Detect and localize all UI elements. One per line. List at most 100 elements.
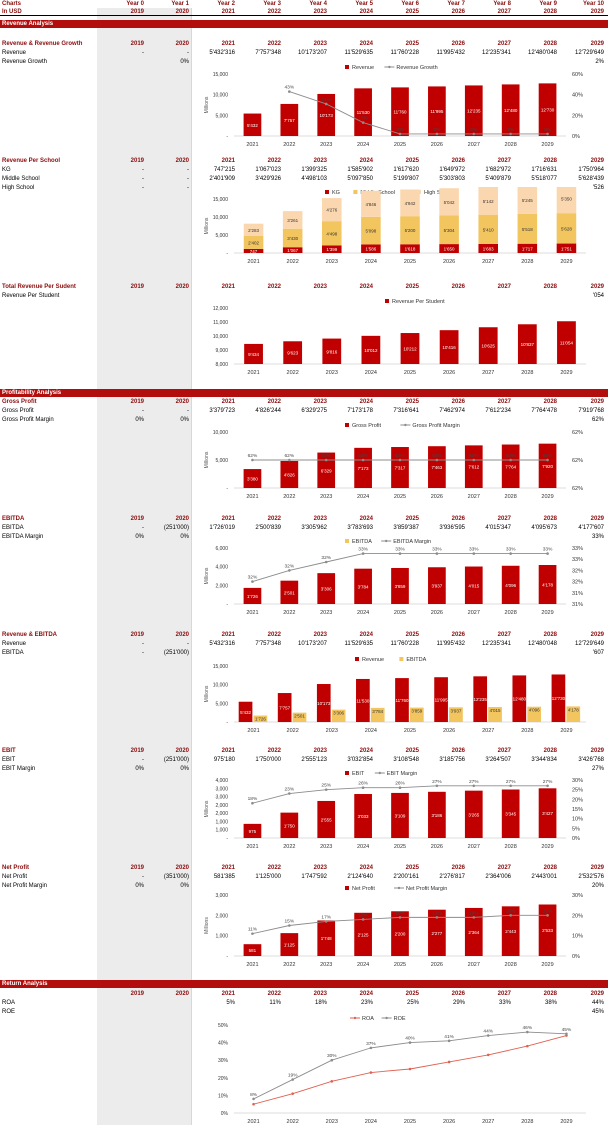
gross-profit-cell: 7'764'478 bbox=[531, 408, 557, 414]
net-profit-cell: 2'532'576 bbox=[578, 874, 604, 880]
rev-legend-marker bbox=[388, 65, 391, 69]
revenue-ebitda-cell: 12'480'048 bbox=[528, 641, 557, 647]
ebit-title: EBIT bbox=[2, 748, 16, 754]
calendar-header-row-col: 2026 bbox=[451, 9, 465, 15]
ebit-bar-label: 3'345 bbox=[505, 812, 516, 817]
revenue-ebitda-cell: - bbox=[142, 641, 144, 647]
ebitda-xtick: 2028 bbox=[505, 610, 517, 616]
reb-bar-label: 11'530 bbox=[356, 698, 370, 703]
school-bar-2 bbox=[322, 198, 342, 222]
np-bar-label: 2'443 bbox=[505, 929, 516, 934]
school-xtick: 2022 bbox=[287, 259, 299, 265]
ebit-line-label: 18% bbox=[248, 796, 258, 802]
ret-line-marker bbox=[565, 1032, 568, 1036]
ret-line-marker bbox=[447, 1060, 451, 1064]
ret-ytick: 0% bbox=[221, 1111, 229, 1117]
school-bar-1 bbox=[400, 216, 420, 245]
rev-line-label: 2% bbox=[507, 127, 515, 133]
ebit-year: 2020 bbox=[175, 748, 189, 754]
student-legend-label: Revenue Per Student bbox=[392, 299, 445, 305]
gp-bar bbox=[538, 443, 557, 488]
ret-legend-label: ROA bbox=[362, 1016, 374, 1022]
net-profit-row: Net Profit Margin 0% 0% 20% bbox=[0, 882, 608, 890]
revenue-ebitda-cell: 11'529'635 bbox=[344, 641, 373, 647]
ebit-bar bbox=[501, 789, 520, 838]
net-profit-cell: 2'124'640 bbox=[347, 874, 373, 880]
ebitda-bar bbox=[243, 587, 262, 604]
ebit-year: 2029 bbox=[590, 748, 604, 754]
ret-xtick: 2026 bbox=[443, 1119, 455, 1125]
school-bar-2 bbox=[478, 187, 498, 215]
school-bar-0 bbox=[439, 244, 459, 253]
revenue-growth-cell: 2% bbox=[595, 59, 604, 65]
np-bar-label: 1'125 bbox=[284, 943, 295, 948]
school-bar-label: 747 bbox=[250, 249, 258, 254]
ebit-line-label: 27% bbox=[432, 779, 442, 785]
student-bar-label: 10'837 bbox=[521, 342, 535, 347]
np-line-marker bbox=[435, 916, 439, 919]
ret-xtick: 2027 bbox=[482, 1119, 494, 1125]
ebit-row: EBIT - (251'000) 975'180 1'750'000 2'555'123 3… bbox=[0, 756, 608, 764]
net-profit-cell: 2'364'006 bbox=[485, 874, 511, 880]
reb-bar2-label: 4'015 bbox=[490, 708, 501, 713]
gp-xtick: 2022 bbox=[283, 494, 295, 500]
ret-xtick: 2028 bbox=[521, 1119, 533, 1125]
student-bar-label: 10'212 bbox=[403, 347, 417, 352]
ebit-bar-label: 3'033 bbox=[358, 814, 369, 819]
gp-line-label: 62% bbox=[395, 453, 405, 459]
ebitda-line-label: 32% bbox=[248, 575, 258, 581]
gp-bar bbox=[428, 446, 446, 488]
ret-ytick: 40% bbox=[218, 1041, 229, 1047]
gp-ytick: - bbox=[226, 486, 228, 492]
ret-ytick: 50% bbox=[218, 1023, 229, 1029]
revenue-per-school-title: Revenue Per School bbox=[2, 158, 61, 164]
rev-xtick: 2027 bbox=[468, 142, 480, 148]
school-bar-2 bbox=[517, 187, 538, 214]
gp-bar bbox=[280, 460, 299, 488]
ebit-bar-label: 2'555 bbox=[321, 817, 332, 822]
ret-legend-label: ROE bbox=[394, 1016, 406, 1022]
ebitda-cell: 3'305'962 bbox=[301, 525, 327, 531]
ret-line-marker bbox=[291, 1092, 294, 1095]
revenue-growth-cell: 12'235'341 bbox=[482, 50, 511, 56]
revenue-per-student-year: 2024 bbox=[359, 284, 373, 290]
school-xtick: 2026 bbox=[443, 259, 455, 265]
school-bar-0 bbox=[361, 244, 381, 253]
ebit-line-marker bbox=[509, 784, 512, 788]
ebit-line-label: 26% bbox=[395, 781, 405, 787]
revenue-per-school-year: 2023 bbox=[313, 158, 327, 164]
student-xtick: 2024 bbox=[365, 370, 377, 376]
revenue-ebitda-year: 2025 bbox=[405, 632, 419, 638]
school-bar-label: 5'200 bbox=[405, 228, 416, 233]
revenue-growth-cell: - bbox=[187, 50, 189, 56]
gp-xtick: 2021 bbox=[246, 494, 258, 500]
ebit-bar bbox=[538, 788, 557, 838]
student-bar-label: 11'054 bbox=[560, 341, 574, 346]
ebit-y2tick: 15% bbox=[572, 807, 583, 813]
ebitda-bar bbox=[354, 568, 372, 604]
revenue-per-student-year: 2027 bbox=[497, 284, 511, 290]
gross-profit-year: 2025 bbox=[405, 399, 419, 405]
rev-xtick: 2024 bbox=[357, 142, 369, 148]
gross-profit-cell: 7'173'178 bbox=[347, 408, 373, 414]
revenue-per-student-year: 2026 bbox=[451, 284, 465, 290]
revenue-per-school-cell: 1'617'620 bbox=[393, 167, 419, 173]
revenue-ebitda-year: 2026 bbox=[451, 632, 465, 638]
gross-profit-cell: 4'826'244 bbox=[255, 408, 281, 414]
net-profit-cell: 0% bbox=[135, 883, 144, 889]
return-year: 2026 bbox=[451, 991, 465, 997]
ebitda-bar-label: 3'306 bbox=[321, 587, 332, 592]
gp-legend-marker bbox=[404, 423, 407, 427]
rev-line-label: 2% bbox=[544, 127, 552, 133]
return-cell: 18% bbox=[314, 1000, 327, 1006]
net-profit-cell: 2'443'001 bbox=[531, 874, 557, 880]
student-bar bbox=[478, 327, 498, 364]
ebit-line-marker bbox=[288, 792, 291, 795]
reb-bar-label: 12'235 bbox=[474, 697, 488, 702]
return-cell: 11% bbox=[269, 1000, 281, 1006]
ebit-cell: 0% bbox=[135, 766, 144, 772]
student-bar-label: 10'012 bbox=[364, 348, 378, 353]
rev-line-label: 2% bbox=[470, 127, 478, 133]
ebitda-line-marker bbox=[324, 560, 328, 564]
reb-bar-label: 10'173 bbox=[317, 701, 331, 706]
